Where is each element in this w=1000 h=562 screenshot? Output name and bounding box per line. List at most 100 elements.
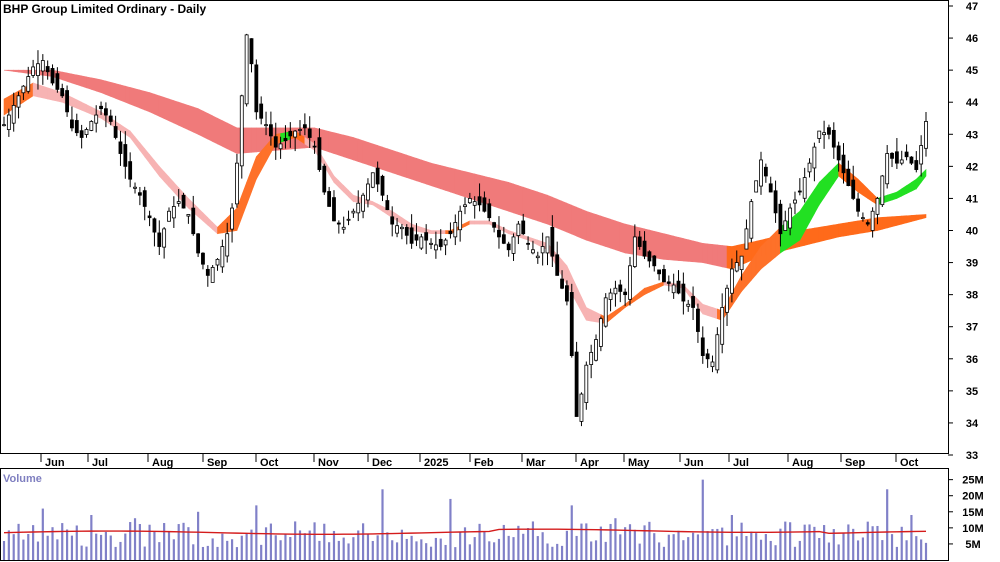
- volume-bar: [347, 543, 350, 560]
- candle: [235, 153, 239, 208]
- fast-ribbon-segment: [173, 181, 179, 199]
- slow-ribbon-segment: [911, 214, 917, 222]
- slow-ribbon-segment: [454, 168, 461, 196]
- volume-bar: [104, 531, 107, 560]
- candle: [632, 224, 637, 269]
- volume-bar: [779, 528, 782, 560]
- slow-ribbon-segment: [8, 69, 15, 72]
- fast-ribbon-segment: [144, 147, 150, 165]
- volume-bar: [473, 537, 476, 560]
- volume-bar: [755, 533, 758, 560]
- volume-bar: [735, 536, 738, 560]
- slow-ribbon-segment: [838, 222, 844, 238]
- candle: [516, 220, 521, 245]
- candle: [482, 191, 487, 213]
- candle-body: [836, 145, 841, 161]
- volume-bar: [585, 523, 588, 560]
- volume-bar: [133, 518, 137, 560]
- slow-ribbon-segment: [498, 179, 505, 211]
- candle-body: [196, 233, 201, 254]
- candle-body: [521, 220, 526, 235]
- candle-body: [167, 210, 171, 222]
- candle-body: [385, 200, 390, 211]
- volume-bar: [95, 533, 98, 560]
- volume-bar: [730, 515, 733, 560]
- fast-ribbon-segment: [649, 284, 655, 293]
- chart-title: BHP Group Limited Ordinary - Daily: [3, 2, 206, 16]
- candle-body: [171, 206, 176, 219]
- candle: [40, 54, 45, 85]
- candle-body: [657, 269, 662, 275]
- candle-body: [458, 210, 463, 231]
- volume-bar: [109, 535, 112, 560]
- fast-ribbon-segment: [343, 184, 349, 198]
- fast-ribbon-segment: [911, 178, 917, 192]
- slow-ribbon-segment: [843, 222, 849, 237]
- candle-body: [225, 233, 230, 257]
- fast-ribbon-segment: [906, 181, 912, 195]
- time-tick-label: Oct: [260, 457, 279, 469]
- volume-bar: [488, 541, 491, 560]
- candle: [225, 222, 230, 263]
- candle: [924, 111, 928, 157]
- candle: [50, 64, 55, 86]
- candle-body: [429, 242, 433, 245]
- volume-bar: [206, 545, 209, 560]
- volume-tick-label: 5M: [965, 539, 980, 551]
- volume-bar: [192, 544, 195, 560]
- slow-ribbon-segment: [440, 165, 446, 191]
- slow-ribbon-segment: [566, 202, 573, 235]
- slow-ribbon-segment: [61, 71, 68, 82]
- candle-body: [904, 151, 909, 158]
- candle-body: [841, 154, 846, 174]
- slow-ribbon-segment: [469, 172, 476, 201]
- candle: [361, 192, 365, 219]
- candle-body: [395, 225, 399, 234]
- volume-bar: [740, 522, 743, 560]
- candle: [744, 219, 749, 250]
- candle-body: [244, 34, 249, 105]
- candle-body: [623, 291, 628, 296]
- volume-bar: [429, 546, 433, 560]
- volume-bar: [609, 523, 612, 560]
- volume-bar: [381, 489, 384, 560]
- fast-ribbon-segment: [619, 303, 626, 313]
- candle-body: [550, 226, 555, 257]
- candle-body: [472, 201, 477, 206]
- candle: [60, 83, 65, 99]
- price-tick-label: 36: [966, 354, 978, 366]
- candle: [341, 216, 346, 234]
- candle-body: [176, 201, 181, 204]
- time-tick-label: Nov: [318, 457, 340, 469]
- candle-body: [773, 190, 778, 214]
- candle: [807, 158, 812, 178]
- volume-bar: [250, 529, 253, 560]
- candle: [317, 128, 322, 172]
- volume-bar: [274, 535, 277, 560]
- price-tick-label: 35: [966, 386, 978, 398]
- fast-ribbon-segment: [202, 212, 209, 226]
- candle-body: [404, 227, 409, 236]
- candle: [429, 238, 433, 250]
- candle: [220, 239, 225, 273]
- candle: [79, 124, 84, 149]
- candle: [346, 210, 351, 226]
- candlesticks: [2, 33, 928, 427]
- candle-body: [676, 280, 681, 294]
- slow-ribbon-segment: [387, 148, 393, 174]
- candle-body: [254, 64, 259, 113]
- candle: [390, 206, 395, 237]
- candle: [734, 250, 739, 273]
- candle: [686, 299, 691, 312]
- candle: [45, 60, 50, 80]
- candle: [458, 205, 463, 242]
- fast-ribbon-segment: [615, 306, 621, 317]
- candle: [511, 233, 516, 261]
- fast-ribbon-segment: [367, 199, 374, 206]
- candle-body: [768, 183, 773, 193]
- volume-bar: [22, 539, 25, 560]
- fast-ribbon-segment: [222, 216, 228, 234]
- fast-ribbon-segment: [702, 303, 708, 316]
- slow-ribbon-segment: [178, 101, 184, 129]
- slow-ribbon-segment: [488, 177, 495, 207]
